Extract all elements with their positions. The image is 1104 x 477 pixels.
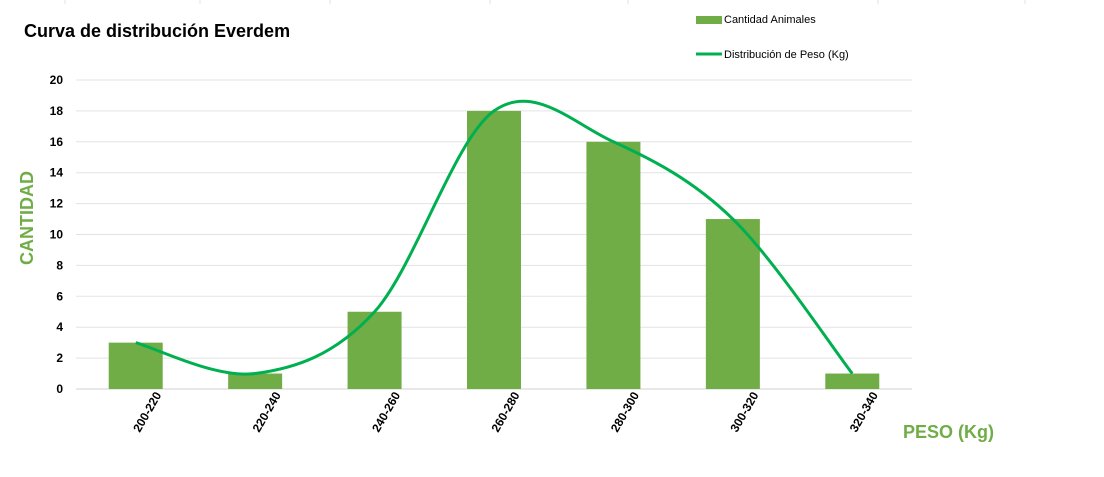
x-tick-label: 300-320 xyxy=(727,389,761,434)
y-axis-label: CANTIDAD xyxy=(17,171,37,265)
legend-line-label: Distribución de Peso (Kg) xyxy=(724,49,849,61)
y-tick-label: 0 xyxy=(56,382,63,396)
x-tick-label: 240-260 xyxy=(369,389,403,434)
bar xyxy=(705,219,760,389)
legend-bar-label: Cantidad Animales xyxy=(724,14,816,26)
y-tick-label: 10 xyxy=(50,228,64,242)
x-tick-label: 260-280 xyxy=(488,389,522,434)
distribution-curve xyxy=(135,99,854,376)
y-tick-label: 4 xyxy=(56,320,63,334)
y-tick-label: 6 xyxy=(56,289,63,303)
legend-bar-swatch xyxy=(696,16,722,24)
x-axis-label: PESO (Kg) xyxy=(903,422,994,442)
bar xyxy=(467,110,521,390)
y-tick-label: 18 xyxy=(50,104,64,118)
bar xyxy=(228,373,283,389)
bar xyxy=(347,311,402,389)
bar xyxy=(586,141,641,389)
y-tick-label: 12 xyxy=(50,197,64,211)
chart-title: Curva de distribución Everdem xyxy=(24,21,290,41)
y-tick-label: 2 xyxy=(56,351,63,365)
y-tick-label: 20 xyxy=(50,73,64,87)
y-tick-label: 14 xyxy=(50,166,64,180)
y-tick-label: 8 xyxy=(56,258,63,272)
x-tick-label: 200-220 xyxy=(130,389,164,434)
bar xyxy=(825,373,880,389)
x-tick-label: 320-340 xyxy=(847,389,881,434)
sheet-gridlines xyxy=(64,0,1026,4)
y-tick-label: 16 xyxy=(50,135,64,149)
x-tick-label: 280-300 xyxy=(608,389,642,434)
x-tick-label: 220-240 xyxy=(250,389,284,434)
